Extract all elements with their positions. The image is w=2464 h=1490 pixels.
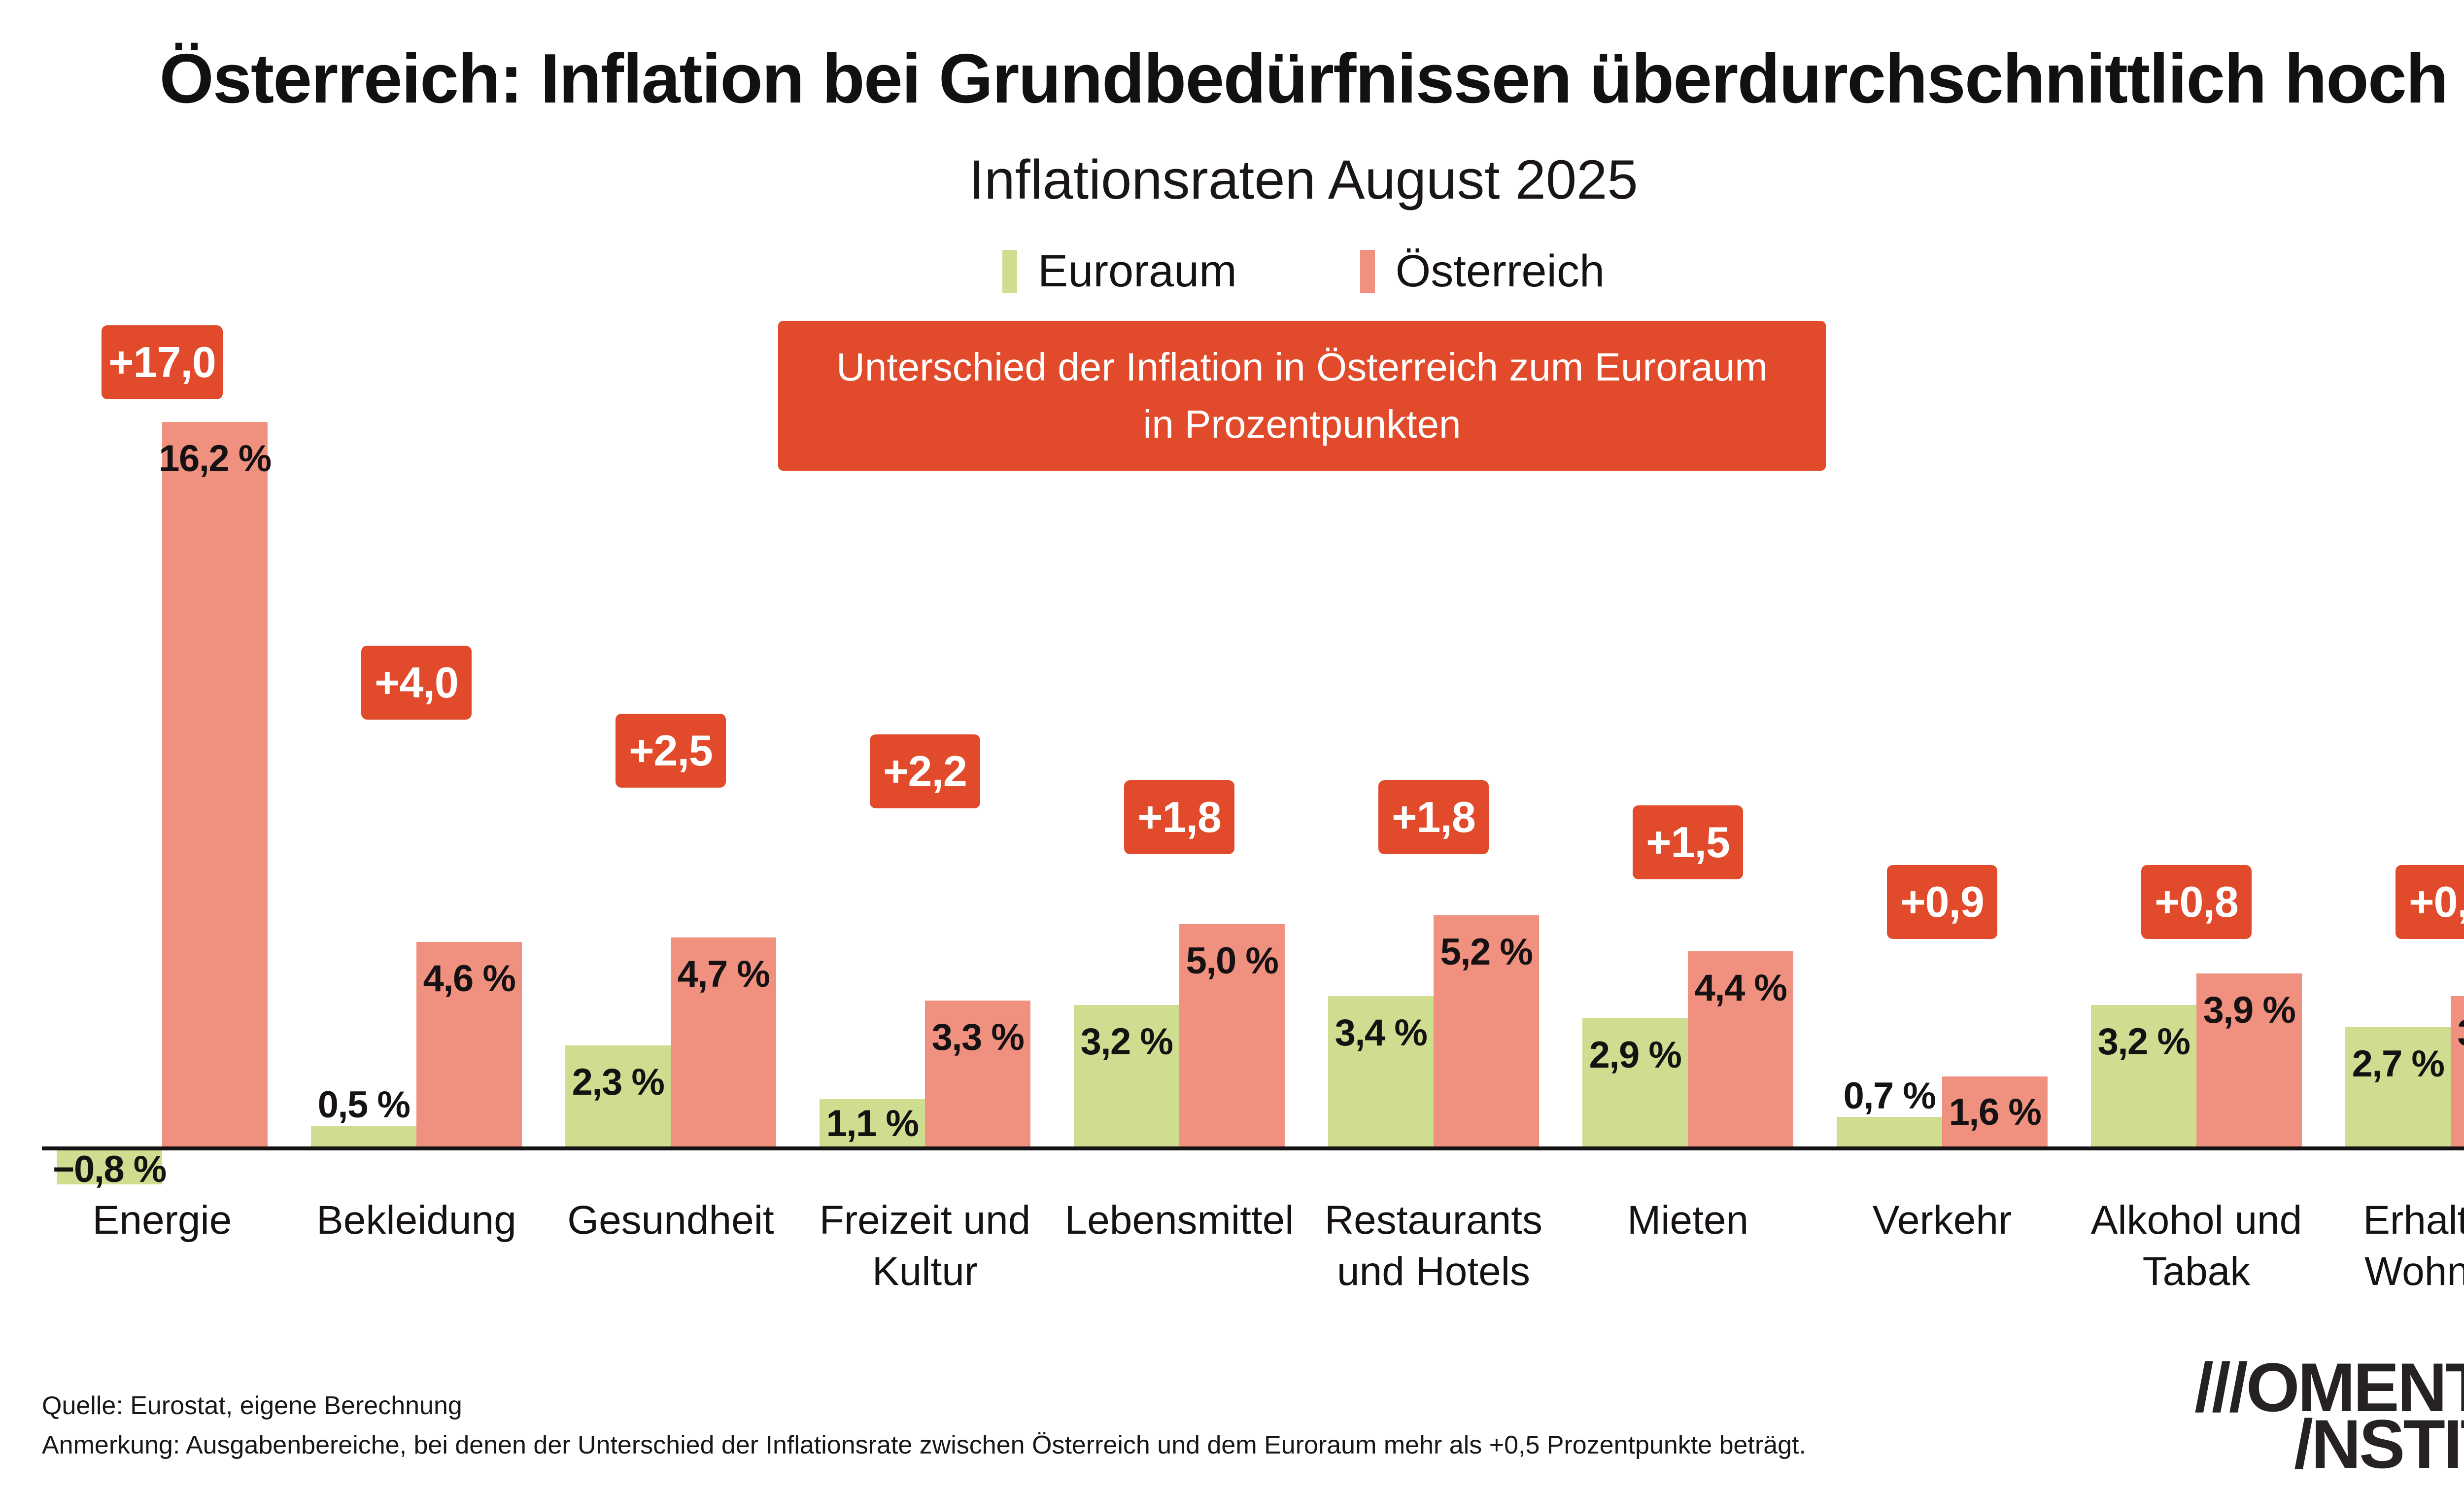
bar-value-label-sterreich-bekleidung: 4,6 % xyxy=(423,958,516,1000)
logo-line1: ///OMENTUM xyxy=(2194,1349,2464,1426)
chart-subtitle: Inflationsraten August 2025 xyxy=(969,149,1638,210)
diff-badge-lebensmittel: +1,8 xyxy=(1124,780,1234,854)
bar-value-label-euroraum-mieten: 2,9 % xyxy=(1589,1034,1682,1076)
category-label-line: Tabak xyxy=(2142,1249,2251,1294)
legend-item-euroraum: Euroraum xyxy=(1002,245,1237,297)
bar-sterreich-mieten xyxy=(1688,951,1793,1148)
euroraum-swatch-icon xyxy=(1002,249,1017,293)
category-label-energie: Energie xyxy=(4,1195,320,1246)
category-label-freizeit-und-kultur: Freizeit und Kultur xyxy=(767,1195,1083,1297)
bar-euroraum-alkohol-und-tabak xyxy=(2091,1005,2196,1148)
legend: Euroraum Österreich xyxy=(0,245,2464,297)
category-label-gesundheit: Gesundheit xyxy=(513,1195,828,1246)
bar-euroraum-freizeit-und-kultur xyxy=(820,1099,925,1148)
category-label-line: Kultur xyxy=(872,1249,978,1294)
bar-sterreich-alkohol-und-tabak xyxy=(2196,973,2302,1148)
bar-value-label-sterreich-energie: 16,2 % xyxy=(159,438,272,480)
category-label-line: Energie xyxy=(92,1198,232,1243)
diff-badge-mieten: +1,5 xyxy=(1633,805,1743,879)
bar-sterreich-lebensmittel xyxy=(1179,924,1285,1148)
bar-sterreich-gesundheit xyxy=(671,937,776,1148)
bar-euroraum-lebensmittel xyxy=(1074,1005,1179,1148)
bar-sterreich-energie xyxy=(162,422,268,1148)
bar-value-label-euroraum-energie: −0,8 % xyxy=(53,1148,167,1190)
info-box-line2: in Prozentpunkten xyxy=(1143,402,1461,446)
diff-badge-gesundheit: +2,5 xyxy=(616,714,726,788)
category-label-line: Verkehr xyxy=(1872,1198,2012,1243)
bar-sterreich-bekleidung xyxy=(416,942,522,1148)
category-label-mieten: Mieten xyxy=(1530,1195,1846,1246)
footer: Quelle: Eurostat, eigene Berechnung Anme… xyxy=(42,1386,1806,1465)
diff-badge-freizeit-und-kultur: +2,2 xyxy=(870,734,980,808)
legend-item-oesterreich: Österreich xyxy=(1360,245,1605,297)
momentum-institut-logo: ///OMENTUM /NSTITUT xyxy=(2194,1349,2464,1483)
bar-value-label-sterreich-verkehr: 1,6 % xyxy=(1949,1091,2042,1133)
bar-value-label-euroraum-bekleidung: 0,5 % xyxy=(317,1084,411,1126)
bar-euroraum-mieten xyxy=(1582,1018,1688,1148)
category-label-restaurants-und-hotels: Restaurants und Hotels xyxy=(1276,1195,1591,1297)
category-label-line: Gesundheit xyxy=(567,1198,774,1243)
info-box-line1: Unterschied der Inflation in Österreich … xyxy=(836,345,1768,389)
bar-value-label-sterreich-restaurants-und-hotels: 5,2 % xyxy=(1440,931,1533,973)
bar-value-label-euroraum-alkohol-und-tabak: 3,2 % xyxy=(2097,1021,2190,1063)
bar-sterreich-verkehr xyxy=(1942,1076,2048,1148)
category-label-alkohol-und-tabak: Alkohol und Tabak xyxy=(2039,1195,2354,1297)
category-label-line: Bekleidung xyxy=(316,1198,516,1243)
category-label-erhalt-der-wohnung: Erhalt der Wohnung xyxy=(2293,1195,2464,1297)
bar-euroraum-gesundheit xyxy=(565,1045,671,1148)
diff-badge-restaurants-und-hotels: +1,8 xyxy=(1378,780,1489,854)
bar-value-label-sterreich-alkohol-und-tabak: 3,9 % xyxy=(2203,989,2296,1031)
category-label-line: und Hotels xyxy=(1336,1249,1531,1294)
bar-sterreich-erhalt-der-wohnung xyxy=(2451,996,2464,1148)
chart-title: Österreich: Inflation bei Grundbedürfnis… xyxy=(159,39,2448,118)
x-axis-line xyxy=(42,1146,2464,1150)
bar-value-label-sterreich-lebensmittel: 5,0 % xyxy=(1186,940,1279,982)
diff-badge-alkohol-und-tabak: +0,8 xyxy=(2141,865,2252,939)
bar-sterreich-freizeit-und-kultur xyxy=(925,1001,1030,1148)
category-label-line: Lebensmittel xyxy=(1064,1198,1294,1243)
info-box: Unterschied der Inflation in Österreich … xyxy=(778,321,1826,471)
diff-badge-verkehr: +0,9 xyxy=(1887,865,1997,939)
category-label-line: Wohnung xyxy=(2364,1249,2464,1294)
category-label-line: Erhalt der xyxy=(2363,1198,2464,1243)
bar-euroraum-energie xyxy=(57,1148,162,1184)
diff-badge-bekleidung: +4,0 xyxy=(361,646,472,720)
bar-value-label-euroraum-gesundheit: 2,3 % xyxy=(572,1061,665,1103)
oesterreich-swatch-icon xyxy=(1360,249,1375,293)
diff-badge-energie: +17,0 xyxy=(102,325,223,399)
category-label-line: Alkohol und xyxy=(2090,1198,2302,1243)
bar-value-label-euroraum-verkehr: 0,7 % xyxy=(1843,1075,1936,1117)
category-label-lebensmittel: Lebensmittel xyxy=(1022,1195,1337,1246)
category-label-verkehr: Verkehr xyxy=(1784,1195,2100,1246)
logo-line2: /NSTITUT xyxy=(2294,1405,2464,1483)
legend-label-oesterreich: Österreich xyxy=(1395,246,1605,296)
bar-value-label-sterreich-erhalt-der-wohnung: 3,4 % xyxy=(2400,1011,2464,1055)
bar-value-label-euroraum-freizeit-und-kultur: 1,1 % xyxy=(826,1103,919,1144)
bar-euroraum-bekleidung xyxy=(311,1126,416,1148)
bar-euroraum-restaurants-und-hotels xyxy=(1328,996,1434,1148)
category-label-line: Restaurants xyxy=(1324,1198,1543,1243)
bar-euroraum-erhalt-der-wohnung xyxy=(2345,1027,2451,1148)
bar-value-label-sterreich-freizeit-und-kultur: 3,3 % xyxy=(931,1016,1025,1058)
footer-note: Anmerkung: Ausgabenbereiche, bei denen d… xyxy=(42,1431,1806,1459)
bar-sterreich-restaurants-und-hotels xyxy=(1434,915,1539,1148)
bar-value-label-euroraum-restaurants-und-hotels: 3,4 % xyxy=(1335,1012,1428,1054)
bar-value-label-euroraum-lebensmittel: 3,2 % xyxy=(1080,1021,1173,1063)
bar-euroraum-verkehr xyxy=(1837,1117,1942,1148)
bar-value-label-sterreich-mieten: 4,4 % xyxy=(1694,967,1787,1009)
footer-source: Quelle: Eurostat, eigene Berechnung xyxy=(42,1391,462,1420)
diff-badge-erhalt-der-wohnung: +0,7 xyxy=(2396,865,2464,939)
category-label-line: Freizeit und xyxy=(819,1198,1031,1243)
bar-value-label-euroraum-erhalt-der-wohnung: 2,7 % xyxy=(2352,1043,2445,1085)
bar-value-label-sterreich-gesundheit: 4,7 % xyxy=(677,953,770,995)
category-label-bekleidung: Bekleidung xyxy=(259,1195,574,1246)
legend-label-euroraum: Euroraum xyxy=(1037,246,1237,296)
category-label-line: Mieten xyxy=(1627,1198,1749,1243)
